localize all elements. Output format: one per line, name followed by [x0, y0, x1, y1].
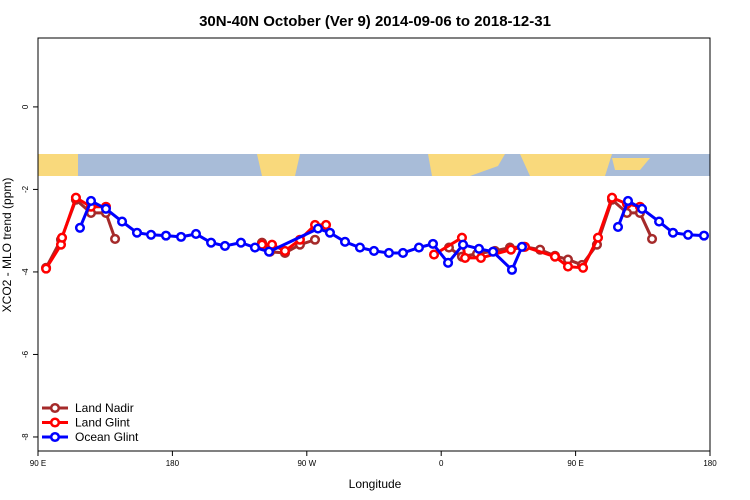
data-point [235, 237, 246, 248]
data-point [505, 244, 516, 255]
plot-frame [37, 37, 711, 452]
x-axis-label: Longitude [349, 477, 402, 491]
data-point [562, 261, 574, 272]
chart-title: 30N-40N October (Ver 9) 2014-09-06 to 20… [199, 13, 551, 30]
data-point [70, 192, 81, 203]
data-point [56, 232, 68, 243]
y-tick-label: -2 [21, 185, 30, 193]
data-point [592, 232, 604, 243]
x-tick-label: 180 [166, 459, 180, 468]
data-point [74, 222, 86, 233]
data-point [368, 245, 380, 256]
data-point [487, 246, 499, 257]
map-strip [38, 154, 710, 176]
data-point [279, 245, 291, 256]
y-tick-label: -4 [21, 268, 30, 276]
legend-label: Ocean Glint [75, 430, 139, 444]
data-point [263, 246, 275, 257]
y-tick-label: 0 [21, 104, 30, 109]
data-point [321, 219, 332, 230]
data-point [443, 257, 454, 268]
data-point [160, 230, 172, 241]
data-point [457, 239, 469, 250]
x-tick-label: 90 E [30, 459, 46, 468]
data-point [549, 251, 561, 262]
data-point [637, 203, 648, 214]
data-point [41, 263, 52, 274]
data-point [475, 252, 486, 263]
y-tick-label: -6 [21, 350, 30, 358]
data-point [460, 252, 471, 263]
data-point [427, 238, 439, 249]
data-point [397, 247, 409, 259]
data-point [110, 233, 121, 244]
data-point [249, 242, 261, 253]
data-point [100, 203, 111, 214]
data-point [647, 233, 658, 244]
data-point [219, 240, 231, 251]
x-tick-label: 90 W [297, 459, 316, 468]
legend-marker [49, 402, 61, 414]
data-point [413, 242, 424, 253]
data-point [206, 237, 217, 248]
x-tick-label: 180 [703, 459, 717, 468]
data-point [606, 192, 618, 203]
data-point [622, 195, 634, 207]
data-point [309, 234, 321, 245]
y-axis-label: XCO2 - MLO trend (ppm) [0, 178, 14, 313]
data-point [612, 221, 624, 233]
data-point [682, 229, 694, 240]
data-point [176, 231, 187, 242]
data-point [654, 216, 665, 227]
data-point [354, 242, 366, 253]
data-point [324, 227, 335, 238]
data-point [85, 195, 97, 207]
data-point [383, 247, 394, 259]
data-point [428, 249, 440, 260]
data-point [145, 229, 157, 240]
legend-marker [49, 431, 61, 443]
data-point [473, 243, 485, 254]
data-point [117, 216, 128, 227]
data-point [698, 230, 710, 241]
series-line [78, 199, 705, 272]
data-point [339, 236, 351, 247]
data-point [578, 262, 589, 273]
y-tick-label: -8 [21, 433, 30, 441]
legend-label: Land Glint [75, 416, 130, 430]
data-point [667, 227, 679, 238]
data-point [190, 228, 202, 240]
data-point [131, 227, 143, 238]
x-tick-label: 0 [439, 459, 444, 468]
data-point [506, 264, 518, 275]
x-tick-label: 90 E [567, 459, 583, 468]
data-point [516, 241, 528, 252]
legend-label: Land Nadir [75, 401, 134, 415]
legend-marker [49, 417, 61, 428]
data-point [312, 223, 324, 234]
